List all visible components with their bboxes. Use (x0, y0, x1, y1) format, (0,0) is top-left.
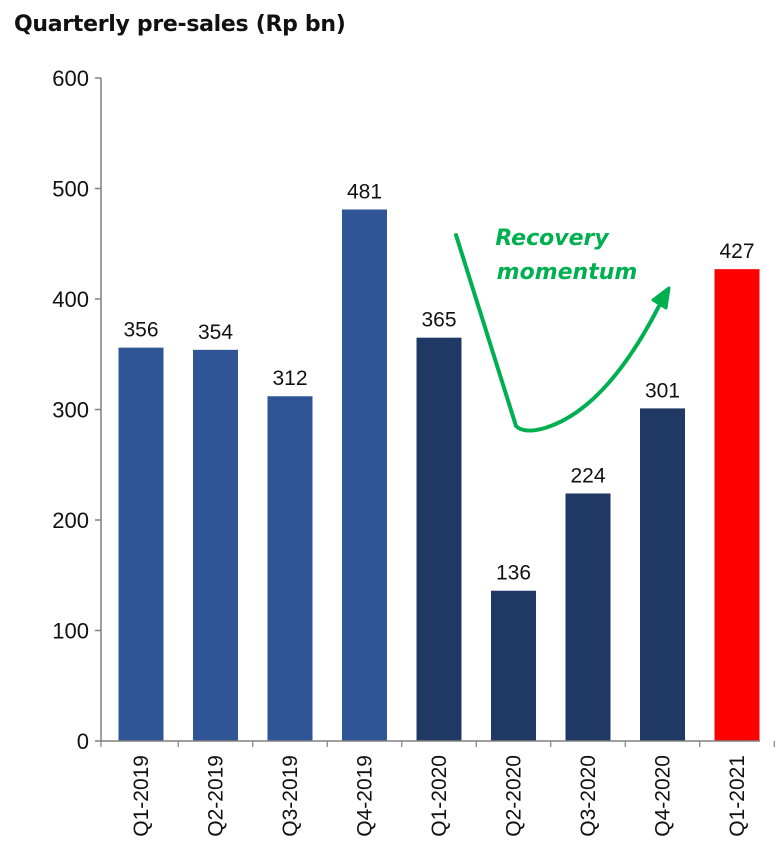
data-label: 427 (719, 240, 754, 263)
data-label: 481 (347, 180, 382, 203)
data-label: 312 (272, 367, 307, 390)
x-tick-label: Q3-2020 (577, 755, 600, 837)
x-tick-label: Q2-2020 (503, 755, 526, 837)
x-tick-label: Q1-2021 (726, 755, 749, 837)
y-tick-label: 100 (52, 619, 89, 644)
recovery-arrowhead-icon (651, 286, 671, 310)
bar-q1-2021 (714, 269, 760, 741)
y-tick-label: 400 (52, 287, 89, 312)
data-label: 224 (570, 464, 605, 487)
data-label: 356 (123, 319, 158, 342)
x-tick-label: Q3-2019 (279, 755, 302, 837)
bar-q1-2020 (416, 337, 462, 741)
bar-q4-2019 (342, 209, 387, 741)
x-tick-label: Q1-2020 (428, 755, 451, 837)
y-axis: 0 100 200 300 400 500 600 (52, 66, 102, 754)
data-label: 354 (198, 321, 233, 344)
bar-q2-2020 (491, 590, 536, 741)
bar-q3-2019 (267, 396, 313, 741)
bar-q3-2020 (565, 493, 611, 741)
y-tick-label: 0 (77, 729, 89, 754)
chart-title: Quarterly pre-sales (Rp bn) (14, 12, 346, 37)
y-tick-label: 300 (52, 398, 89, 423)
bar-q2-2019 (193, 349, 238, 741)
data-label: 301 (645, 379, 680, 402)
data-label: 136 (496, 562, 531, 585)
data-label: 365 (421, 309, 456, 332)
data-labels: 356 354 312 481 365 136 224 301 427 (123, 180, 754, 584)
bar-q1-2019 (118, 347, 164, 741)
annotation-line-1: Recovery (495, 226, 610, 251)
annotation-line-2: momentum (497, 260, 638, 285)
x-tick-label: Q1-2019 (130, 755, 153, 837)
y-tick-label: 500 (52, 177, 89, 202)
x-axis: Q1-2019 Q2-2019 Q3-2019 Q4-2019 Q1-2020 Q2-20… (100, 740, 775, 837)
recovery-annotation: Recovery momentum (454, 226, 671, 433)
recovery-arrow-curve (454, 233, 668, 433)
bars (118, 209, 760, 741)
y-tick-label: 600 (52, 66, 89, 91)
x-tick-label: Q2-2019 (205, 755, 228, 837)
x-tick-label: Q4-2020 (652, 755, 675, 837)
x-tick-label: Q4-2019 (354, 755, 377, 837)
y-tick-label: 200 (52, 508, 89, 533)
bar-q4-2020 (640, 408, 685, 741)
